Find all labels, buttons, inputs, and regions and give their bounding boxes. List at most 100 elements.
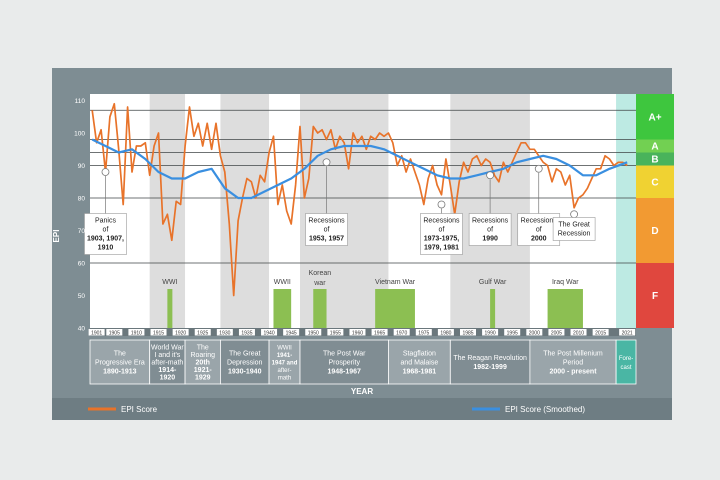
x-tick-box xyxy=(88,329,105,336)
x-tick-label: 1965 xyxy=(374,330,385,336)
x-tick-box xyxy=(437,329,454,336)
era-label: World War xyxy=(151,344,184,351)
annotation-marker xyxy=(486,171,495,180)
annotation-marker xyxy=(570,210,579,219)
x-tick-box xyxy=(283,329,300,336)
war-label: Iraq War xyxy=(552,279,579,286)
war-bar xyxy=(375,289,415,328)
era-label: 1929 xyxy=(195,375,211,382)
legend-label-epi: EPI Score xyxy=(121,405,158,414)
era-box xyxy=(529,339,617,385)
era-label: Roaring xyxy=(190,352,215,359)
era-label: The Reagan Revolution xyxy=(453,355,527,362)
x-tick-box xyxy=(548,329,565,336)
annotation-label: 1903, 1907, xyxy=(87,236,124,243)
era-label: 1948-1967 xyxy=(327,369,361,376)
x-axis-title: YEAR xyxy=(351,387,373,396)
war-label: Korean xyxy=(309,270,332,277)
x-tick-box xyxy=(460,329,476,336)
grade-band xyxy=(636,263,674,328)
annotation-marker xyxy=(437,200,446,209)
war-label: WWII xyxy=(274,279,291,286)
era-label: 1968-1981 xyxy=(403,369,437,376)
y-tick-label: 50 xyxy=(78,293,86,300)
annotation-label: 1973-1975, xyxy=(424,236,459,243)
era-box xyxy=(299,339,389,385)
x-tick-box xyxy=(261,329,278,336)
y-tick-label: 100 xyxy=(74,131,85,138)
x-tick-label: 1901 xyxy=(91,330,102,336)
era-label: 1947 and xyxy=(272,361,298,367)
era-label: 2000 - present xyxy=(549,369,597,376)
grade-band xyxy=(636,152,674,166)
x-tick-box xyxy=(592,329,609,336)
x-tick-box xyxy=(238,329,255,336)
annotation-label: of xyxy=(487,227,493,234)
annotation-box xyxy=(420,213,463,255)
x-tick-label: 1930 xyxy=(219,330,230,336)
grade-label: A+ xyxy=(648,112,661,123)
x-tick-label: 1980 xyxy=(440,330,451,336)
era-label: The xyxy=(197,344,209,351)
x-tick-box xyxy=(415,329,432,336)
era-label: cast xyxy=(621,365,632,371)
x-tick-label: 1940 xyxy=(263,330,274,336)
y-tick-label: 40 xyxy=(78,326,86,333)
x-tick-label: 1985 xyxy=(462,330,473,336)
x-tick-label: 2010 xyxy=(573,330,584,336)
era-box xyxy=(388,339,451,385)
x-tick-label: 1990 xyxy=(485,330,496,336)
annotation-label: Recessions xyxy=(423,218,460,225)
era-label: The Great xyxy=(229,351,261,358)
grade-label: D xyxy=(651,226,658,237)
annotation-label: 1910 xyxy=(98,245,114,252)
war-label: war xyxy=(313,280,326,287)
war-label: Gulf War xyxy=(479,279,507,286)
y-tick-label: 80 xyxy=(78,196,86,203)
annotation-label: of xyxy=(536,227,542,234)
x-tick-label: 1960 xyxy=(352,330,363,336)
x-tick-label: 1935 xyxy=(241,330,252,336)
era-label: 1982-1999 xyxy=(473,364,507,371)
epi-score-line xyxy=(91,102,628,297)
annotation-label: Panics xyxy=(95,218,117,225)
era-label: 1921- xyxy=(194,367,213,374)
grade-band xyxy=(636,139,674,153)
x-tick-box xyxy=(216,329,233,336)
x-tick-box xyxy=(619,329,636,336)
war-bar xyxy=(547,289,583,328)
x-tick-box xyxy=(128,329,145,336)
x-tick-box xyxy=(570,329,587,336)
x-tick-box xyxy=(327,329,344,336)
grade-band xyxy=(636,198,674,263)
grade-label: B xyxy=(651,155,658,166)
annotation-box xyxy=(517,213,561,246)
annotation-label: 1979, 1981 xyxy=(424,245,459,252)
x-tick-label: 1955 xyxy=(330,330,341,336)
y-tick-label: 90 xyxy=(78,163,86,170)
x-tick-box xyxy=(194,329,211,336)
x-tick-box xyxy=(305,329,322,336)
x-tick-label: 1975 xyxy=(418,330,429,336)
era-box xyxy=(449,339,531,385)
era-label: after- xyxy=(278,368,292,374)
annotation-box xyxy=(552,217,596,241)
annotation-box xyxy=(305,213,348,246)
era-label: WWII xyxy=(277,345,292,351)
era-box xyxy=(184,339,221,385)
era-label: after-math xyxy=(151,360,183,367)
era-label: I and it's xyxy=(154,352,180,359)
annotation-label: Recessions xyxy=(472,218,509,225)
era-label: Fore- xyxy=(619,356,633,362)
era-label: and Malaise xyxy=(400,360,438,367)
annotation-label: 2000 xyxy=(531,236,547,243)
era-label: Depression xyxy=(227,360,263,367)
war-bar xyxy=(273,289,292,328)
x-tick-box xyxy=(106,329,123,336)
annotation-box xyxy=(84,213,127,255)
annotation-label: Recession xyxy=(558,231,591,238)
annotation-label: 1990 xyxy=(482,236,498,243)
annotation-marker xyxy=(534,164,543,173)
x-tick-label: 1970 xyxy=(396,330,407,336)
